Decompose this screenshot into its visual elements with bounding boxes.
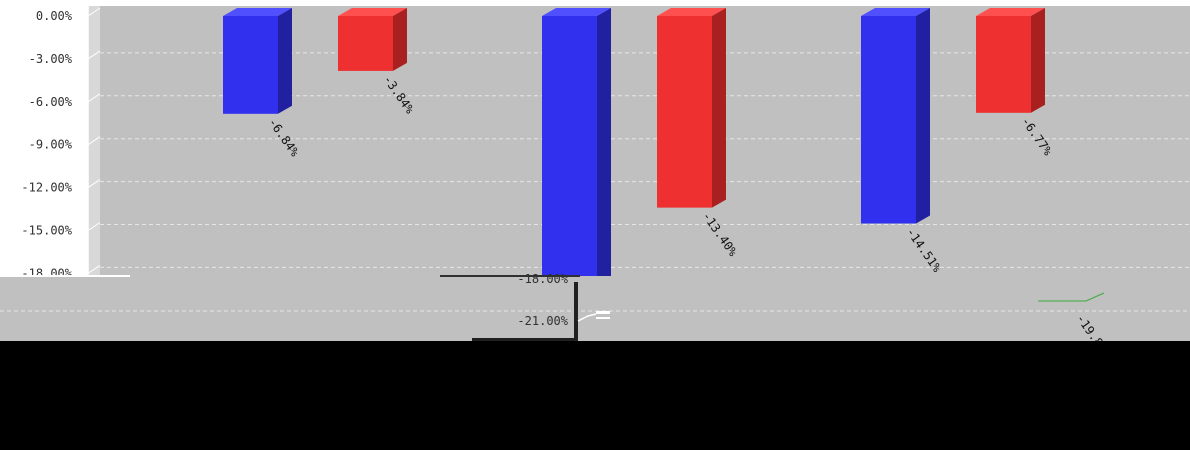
- glitch-line-left: [0, 275, 130, 277]
- y-tick-label: -6.00%: [29, 95, 73, 109]
- inset-axis-bar: [574, 282, 578, 342]
- y-tick-label: -9.00%: [29, 138, 73, 152]
- y-tick-mark: [78, 93, 101, 103]
- bar-front: [223, 16, 278, 114]
- glitch-inset: -18.00% -21.00%: [472, 272, 610, 342]
- bar-side: [597, 8, 611, 324]
- bar: [223, 8, 292, 114]
- inset-tick-label: -18.00%: [517, 272, 568, 286]
- bar-top: [657, 8, 726, 16]
- y-tick-label: -3.00%: [29, 52, 73, 66]
- y-tick-label: 0.00%: [36, 9, 73, 23]
- glitch-band: [0, 276, 1190, 341]
- y-tick-mark: [78, 179, 101, 189]
- bar: [861, 8, 930, 224]
- y-tick-label: -12.00%: [21, 181, 72, 195]
- bar-side: [916, 8, 930, 224]
- y-tick-mark: [78, 136, 101, 146]
- bar-side: [393, 8, 407, 71]
- bar-front: [542, 16, 597, 324]
- inset-bar-cap: [596, 311, 610, 314]
- bar-front: [338, 16, 393, 71]
- bar: [338, 8, 407, 71]
- bar-front: [976, 16, 1031, 113]
- inset-tick-label: -21.00%: [517, 314, 568, 328]
- inset-bar-cap: [596, 317, 610, 319]
- y-tick-mark: [78, 264, 101, 274]
- y-tick-mark: [78, 7, 101, 17]
- bar: [976, 8, 1045, 113]
- bars: [223, 8, 1045, 324]
- bar: [657, 8, 726, 208]
- plot-left-wall: [88, 6, 100, 340]
- bar-top: [223, 8, 292, 16]
- bar: [542, 8, 611, 324]
- y-tick-mark: [78, 50, 101, 60]
- inset-tick-mark: [577, 313, 597, 322]
- bar-top: [976, 8, 1045, 16]
- black-band: [0, 341, 1190, 450]
- green-line-fragment: [1038, 292, 1105, 302]
- bar-top: [542, 8, 611, 16]
- y-tick-label: -15.00%: [21, 224, 72, 238]
- bar-front: [657, 16, 712, 208]
- bar-side: [1031, 8, 1045, 113]
- bar-top: [338, 8, 407, 16]
- bar-front: [861, 16, 916, 224]
- bar-side: [278, 8, 292, 114]
- inset-shadow: [472, 338, 576, 341]
- glitch-line-mid: [440, 275, 580, 277]
- bar-top: [861, 8, 930, 16]
- bar-side: [712, 8, 726, 208]
- y-tick-mark: [78, 222, 101, 231]
